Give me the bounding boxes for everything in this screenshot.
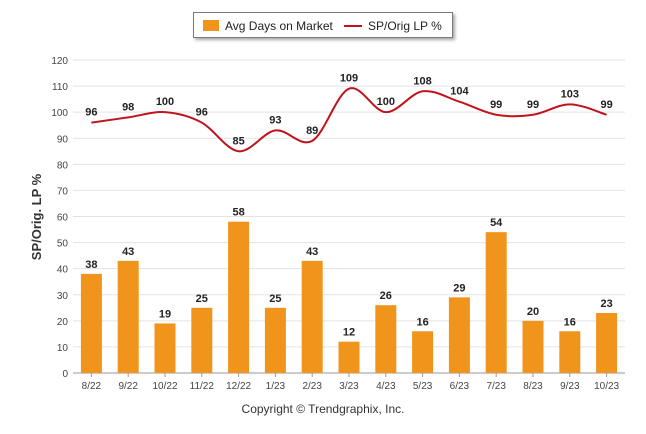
x-tick-label: 6/23 (450, 381, 470, 392)
bar-data-labels: 38 43 19 25 58 25 43 12 26 16 29 54 20 16 23 (85, 207, 612, 339)
bar-data-label: 16 (416, 316, 428, 328)
bar-data-label: 23 (600, 298, 612, 310)
line-data-label: 103 (561, 88, 579, 100)
x-tick-label: 12/22 (226, 381, 251, 392)
x-tick-label: 7/23 (486, 381, 506, 392)
line-data-label: 99 (600, 99, 612, 111)
y-tick-label: 50 (57, 239, 69, 250)
bar-data-label: 43 (122, 246, 134, 258)
line-data-label: 108 (413, 75, 431, 87)
line-data-label: 100 (377, 96, 395, 108)
bar-data-label: 25 (269, 293, 281, 305)
legend-swatch-line (344, 25, 362, 27)
x-tick-label: 9/22 (118, 381, 138, 392)
x-tick-label: 2/23 (302, 381, 322, 392)
line-data-label: 96 (196, 107, 208, 119)
x-tick-label: 1/23 (266, 381, 286, 392)
bar-data-label: 54 (490, 217, 503, 229)
bar (117, 260, 139, 373)
bar-data-label: 29 (453, 282, 465, 294)
y-tick-labels: 0 10 20 30 40 50 60 70 80 90 100 110 120 (51, 56, 68, 380)
x-tick-label: 8/23 (523, 381, 543, 392)
bar (264, 307, 286, 373)
y-tick-label: 10 (57, 343, 69, 354)
bar-data-label: 16 (564, 316, 576, 328)
line-data-label: 100 (156, 96, 174, 108)
y-tick-label: 0 (62, 369, 68, 380)
y-tick-label: 20 (57, 317, 69, 328)
bar (80, 273, 102, 373)
bar-data-label: 38 (85, 259, 97, 271)
line-data-label: 98 (122, 101, 134, 113)
legend-label-sp: SP/Orig LP % (368, 19, 442, 33)
bar-data-label: 26 (380, 290, 392, 302)
y-tick-label: 120 (51, 56, 68, 67)
legend: Avg Days on Market SP/Orig LP % (193, 12, 453, 38)
bar (596, 313, 618, 373)
y-tick-label: 40 (57, 265, 69, 276)
bar-data-label: 20 (527, 306, 539, 318)
y-tick-label: 90 (57, 134, 69, 145)
line-data-label: 99 (490, 99, 502, 111)
bar (522, 320, 544, 373)
x-tick-label: 11/22 (190, 381, 215, 392)
y-axis-label: SP/Orig. LP % (29, 173, 44, 260)
bar (338, 341, 360, 373)
line-data-label: 85 (232, 135, 244, 147)
bar (485, 232, 507, 373)
line-data-label: 96 (85, 107, 97, 119)
x-tick-label: 3/23 (339, 381, 359, 392)
legend-swatch-bar (203, 20, 219, 31)
y-tick-label: 100 (51, 108, 68, 119)
x-tick-label: 8/22 (82, 381, 102, 392)
legend-label-days: Avg Days on Market (225, 19, 333, 33)
bar-data-label: 12 (343, 327, 355, 339)
bar (301, 260, 323, 373)
y-tick-label: 70 (57, 186, 69, 197)
line-data-label: 99 (527, 99, 539, 111)
line-series (91, 87, 607, 153)
bar-data-label: 19 (159, 308, 171, 320)
bar (228, 221, 250, 373)
y-tick-label: 110 (52, 82, 68, 93)
line-data-label: 104 (450, 86, 469, 98)
bar (191, 307, 213, 373)
bar (412, 331, 434, 373)
y-tick-label: 60 (57, 213, 69, 224)
y-tick-label: 80 (57, 160, 69, 171)
x-tick-labels: 8/22 9/22 10/22 11/22 12/22 1/23 2/23 3/23 4/23 5… (82, 373, 620, 392)
line-data-label: 109 (340, 73, 358, 85)
bar (448, 297, 470, 373)
bar-series (80, 221, 618, 373)
copyright-text: Copyright © Trendgraphix, Inc. (241, 402, 405, 416)
x-tick-label: 9/23 (560, 381, 580, 392)
line-data-labels: 96 98 100 96 85 93 89 109 100 108 104 99 99 103 99 (85, 73, 612, 148)
x-tick-label: 10/22 (152, 381, 177, 392)
bar-data-label: 58 (232, 207, 244, 219)
sp-orig-lp-line (91, 87, 607, 153)
y-tick-label: 30 (57, 291, 69, 302)
bar (559, 331, 581, 373)
bar (375, 305, 397, 373)
line-data-label: 89 (306, 125, 318, 137)
line-data-label: 93 (269, 114, 281, 126)
bar-data-label: 25 (196, 293, 208, 305)
bar-data-label: 43 (306, 246, 318, 258)
bar (154, 323, 176, 373)
x-tick-label: 4/23 (376, 381, 396, 392)
x-tick-label: 10/23 (594, 381, 619, 392)
x-tick-label: 5/23 (413, 381, 433, 392)
